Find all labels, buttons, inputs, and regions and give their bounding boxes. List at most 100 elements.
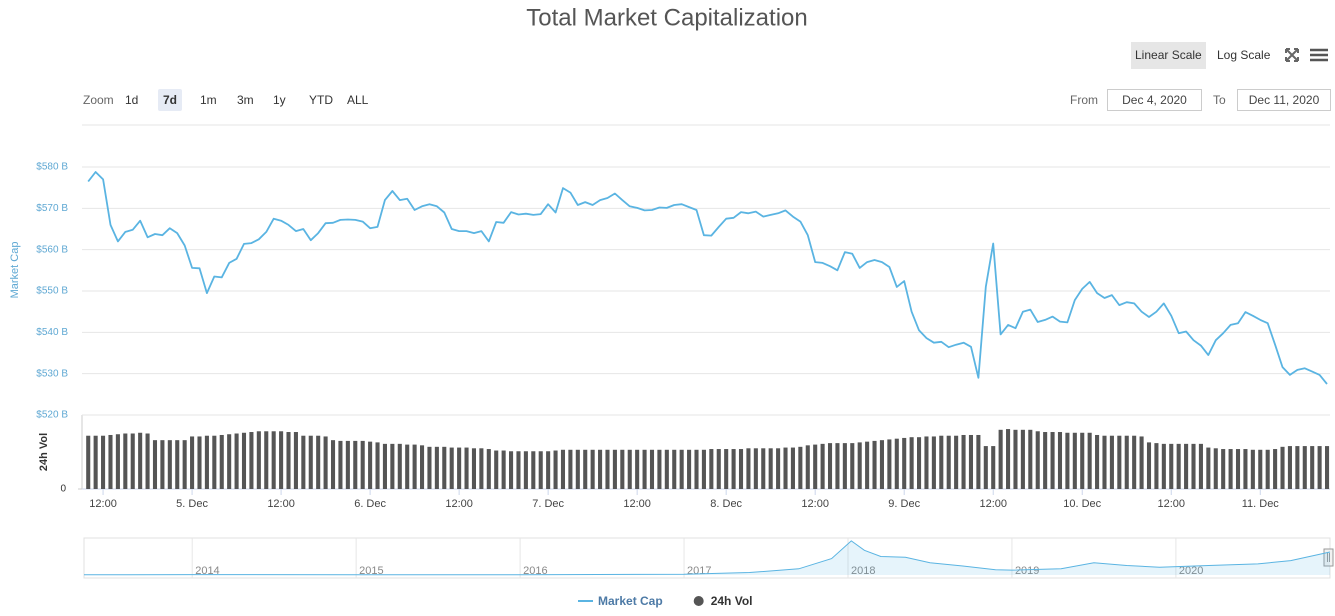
x-tick-label: 5. Dec (176, 498, 208, 510)
x-tick-label: 12:00 (89, 498, 117, 510)
volume-bar (212, 435, 217, 489)
volume-bar (620, 449, 625, 489)
volume-bar (509, 451, 514, 489)
volume-bar (805, 445, 810, 489)
zoom-button[interactable]: ALL (347, 93, 369, 107)
volume-bar (175, 440, 180, 489)
volume-bar (390, 443, 395, 489)
navigator-tick-label: 2020 (1179, 565, 1203, 577)
volume-bar (1117, 435, 1122, 489)
volume-bar (1087, 432, 1092, 489)
to-input[interactable]: Dec 11, 2020 (1237, 89, 1331, 111)
volume-bar (523, 451, 528, 489)
x-tick-label: 12:00 (267, 498, 295, 510)
volume-bar (130, 433, 135, 489)
volume-bar (264, 431, 269, 489)
volume-bar (738, 449, 744, 489)
volume-bar (279, 431, 284, 489)
y2-axis-title: 24h Vol (38, 433, 50, 471)
volume-bar (1095, 434, 1100, 489)
volume-bar (553, 450, 558, 489)
volume-bar (1324, 446, 1330, 489)
volume-bar (271, 431, 276, 489)
y-tick-label: $570 B (36, 203, 68, 214)
volume-bar (701, 449, 706, 489)
volume-bar (1250, 449, 1255, 489)
volume-bar (924, 436, 929, 489)
volume-bar (709, 449, 714, 489)
volume-bar (464, 447, 469, 489)
volume-bar (761, 448, 766, 489)
volume-bar (1184, 443, 1189, 489)
scale-button[interactable]: Linear Scale (1131, 42, 1206, 69)
volume-bar (879, 440, 884, 489)
scale-button[interactable]: Log Scale (1217, 48, 1271, 62)
expand-icon[interactable] (1285, 48, 1299, 62)
volume-bar (1228, 449, 1233, 489)
volume-bar (731, 449, 736, 489)
volume-bar (256, 431, 261, 489)
x-tick-label: 10. Dec (1063, 498, 1101, 510)
volume-bar (471, 448, 477, 489)
volume-bar (746, 448, 751, 489)
volume-bar (842, 443, 847, 489)
volume-bar (865, 441, 870, 489)
volume-bar (931, 436, 936, 489)
volume-bar (1161, 443, 1166, 489)
x-tick-label: 6. Dec (354, 498, 386, 510)
volume-bar (835, 443, 840, 489)
menu-icon[interactable] (1310, 48, 1328, 62)
volume-bar (850, 443, 855, 489)
volume-bar (946, 435, 951, 489)
volume-bar (1243, 449, 1248, 489)
volume-bar (516, 451, 521, 489)
y-axis-title: Market Cap (9, 242, 21, 299)
volume-bar (1302, 446, 1307, 489)
market-cap-line (87, 171, 1328, 385)
x-tick-label: 12:00 (979, 498, 1007, 510)
volume-bar (612, 449, 617, 489)
navigator-tick-label: 2014 (195, 565, 219, 577)
volume-bar (330, 440, 336, 489)
zoom-button[interactable]: 1m (200, 93, 217, 107)
volume-bar (998, 429, 1003, 489)
navigator-tick-label: 2017 (687, 565, 711, 577)
legend-label: Market Cap (598, 594, 663, 608)
volume-bar (1109, 435, 1114, 489)
y2-tick-label: 0 (60, 484, 66, 495)
zoom-button[interactable]: 1y (273, 93, 286, 107)
volume-bar (442, 446, 447, 489)
volume-bar (1198, 443, 1203, 489)
volume-bar (1050, 432, 1055, 489)
x-tick-label: 11. Dec (1242, 498, 1280, 510)
y-tick-label: $530 B (36, 368, 68, 379)
volume-bar (1310, 446, 1315, 489)
volume-bar (405, 444, 410, 489)
volume-bar (152, 440, 158, 489)
volume-bar (798, 446, 803, 489)
volume-bar (427, 446, 432, 489)
zoom-button[interactable]: 7d (158, 89, 183, 111)
volume-bar (827, 443, 833, 489)
zoom-button[interactable]: YTD (309, 93, 333, 107)
volume-bar (894, 438, 899, 489)
volume-bar (575, 449, 580, 489)
volume-bar (635, 449, 640, 489)
volume-bar (1065, 432, 1070, 489)
zoom-button[interactable]: 1d (125, 93, 139, 107)
volume-bar (790, 447, 795, 489)
volume-bar (687, 449, 692, 489)
volume-bar (1146, 442, 1152, 489)
from-input[interactable]: Dec 4, 2020 (1107, 89, 1202, 111)
volume-bar (449, 447, 454, 489)
zoom-button[interactable]: 3m (237, 93, 254, 107)
volume-bar (308, 435, 313, 489)
volume-bar (434, 446, 439, 489)
volume-bar (249, 432, 254, 489)
y-tick-label: $580 B (36, 162, 68, 173)
volume-bar (664, 449, 669, 489)
volume-bar (1020, 429, 1025, 489)
volume-bar (360, 440, 365, 489)
navigator-handle[interactable] (1323, 548, 1334, 567)
